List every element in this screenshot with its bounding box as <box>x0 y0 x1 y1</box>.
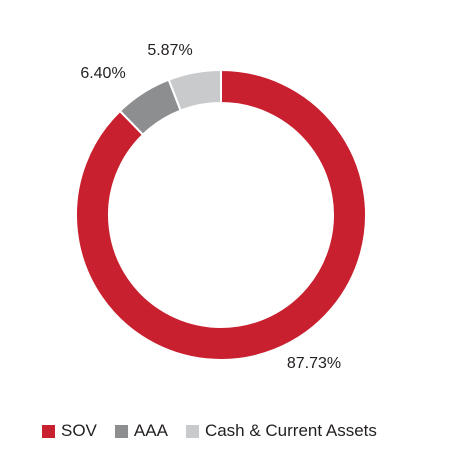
donut-slice-cash-current-assets <box>167 68 222 112</box>
legend-item-sov: SOV <box>42 421 97 441</box>
legend-item-aaa: AAA <box>114 421 168 441</box>
slice-value-label-aaa: 6.40% <box>80 65 125 82</box>
legend-swatch-aaa <box>114 424 128 438</box>
legend-label-aaa: AAA <box>133 421 168 440</box>
slice-value-label-sov: 87.73% <box>287 355 341 372</box>
donut-slice-sov <box>75 68 367 361</box>
legend-label-cash: Cash & Current Assets <box>204 421 377 440</box>
donut-chart-canvas: 87.73% 6.40% 5.87% <box>75 42 367 372</box>
slice-value-label-cash-current-assets: 5.87% <box>147 42 192 59</box>
legend-swatch-cash <box>185 424 199 438</box>
legend-item-cash: Cash & Current Assets <box>185 421 377 441</box>
legend-label-sov: SOV <box>61 421 97 440</box>
legend-swatch-sov <box>42 424 55 438</box>
chart-legend: SOV AAA Cash & Current Assets <box>42 420 377 442</box>
